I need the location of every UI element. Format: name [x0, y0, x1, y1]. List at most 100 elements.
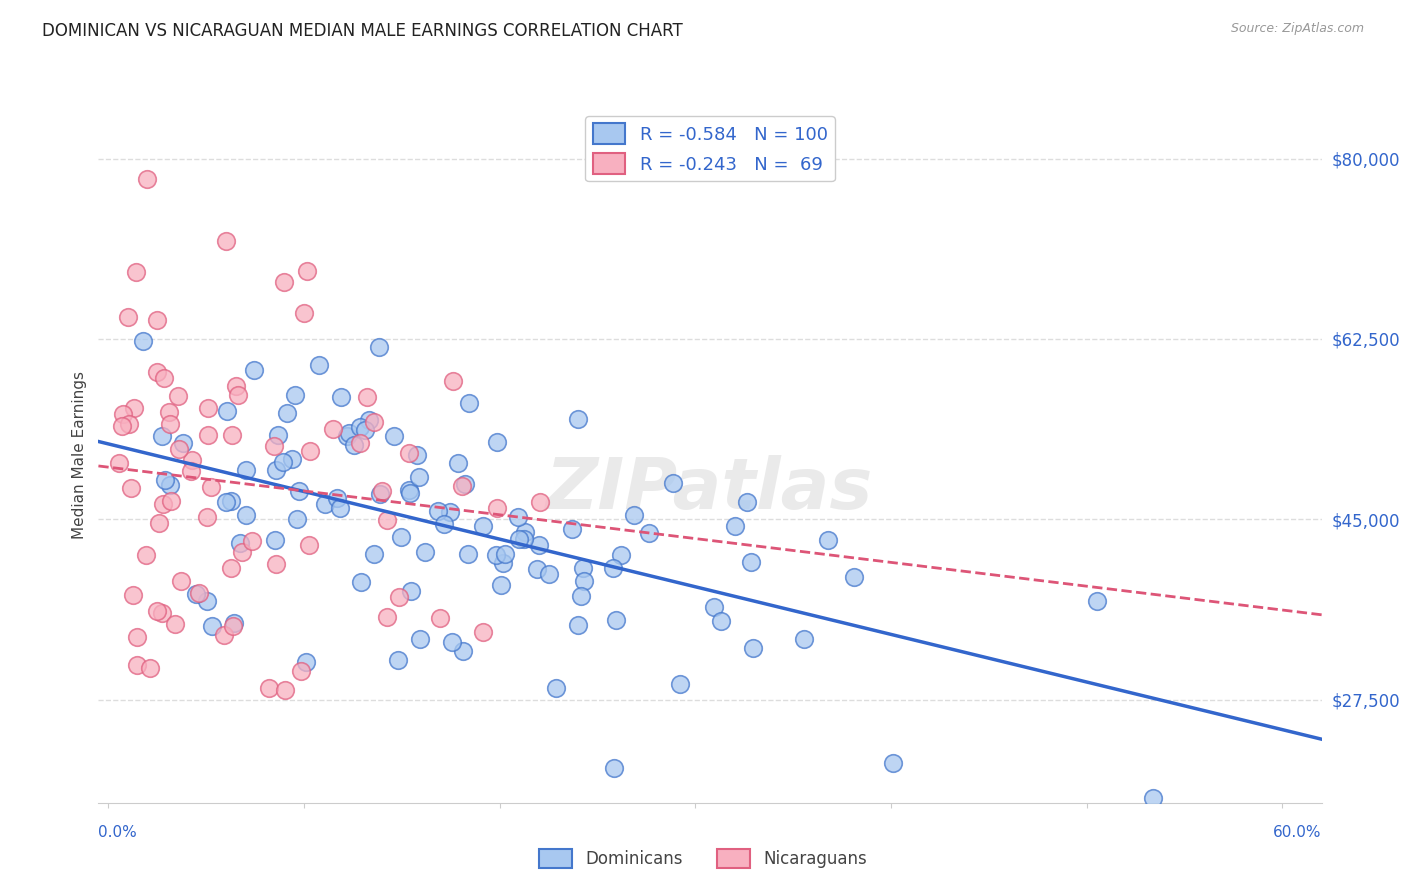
Point: [375, 609, 398, 624]
Point: [603, 761, 626, 775]
Point: [572, 574, 595, 588]
Point: [295, 655, 318, 669]
Point: [741, 640, 763, 655]
Point: [1085, 593, 1108, 607]
Point: [662, 475, 685, 490]
Point: [273, 275, 295, 289]
Point: [527, 538, 550, 552]
Point: [401, 584, 423, 599]
Point: [513, 532, 536, 546]
Point: [569, 589, 592, 603]
Point: [160, 493, 183, 508]
Point: [388, 590, 411, 604]
Point: [195, 594, 218, 608]
Point: [561, 522, 583, 536]
Point: [314, 497, 336, 511]
Point: [170, 574, 193, 588]
Point: [724, 519, 747, 533]
Point: [326, 491, 349, 506]
Point: [429, 611, 451, 625]
Point: [145, 365, 167, 379]
Point: [263, 438, 285, 452]
Y-axis label: Median Male Earnings: Median Male Earnings: [72, 371, 87, 539]
Point: [271, 455, 294, 469]
Point: [146, 604, 169, 618]
Point: [112, 407, 135, 421]
Point: [299, 444, 322, 458]
Point: [197, 401, 219, 415]
Point: [508, 509, 530, 524]
Point: [240, 533, 263, 548]
Point: [709, 614, 731, 628]
Point: [235, 508, 257, 522]
Point: [125, 265, 148, 279]
Point: [145, 313, 167, 327]
Point: [111, 419, 134, 434]
Point: [136, 172, 159, 186]
Point: [486, 501, 509, 516]
Point: [221, 494, 243, 508]
Point: [267, 428, 290, 442]
Point: [572, 561, 595, 575]
Point: [329, 501, 352, 516]
Point: [817, 533, 839, 547]
Point: [125, 630, 148, 644]
Point: [349, 436, 371, 450]
Point: [152, 497, 174, 511]
Point: [172, 435, 194, 450]
Point: [457, 547, 479, 561]
Point: [276, 406, 298, 420]
Point: [494, 548, 516, 562]
Point: [371, 484, 394, 499]
Point: [188, 586, 211, 600]
Point: [221, 619, 243, 633]
Point: [221, 428, 243, 442]
Point: [513, 524, 536, 539]
Point: [337, 425, 360, 440]
Point: [274, 682, 297, 697]
Point: [297, 264, 319, 278]
Point: [201, 619, 224, 633]
Point: [298, 538, 321, 552]
Text: 60.0%: 60.0%: [1274, 825, 1322, 840]
Point: [610, 548, 633, 562]
Point: [163, 617, 186, 632]
Point: [285, 512, 308, 526]
Point: [212, 627, 235, 641]
Point: [153, 370, 176, 384]
Point: [197, 427, 219, 442]
Point: [623, 508, 645, 522]
Point: [122, 588, 145, 602]
Point: [266, 462, 288, 476]
Point: [167, 389, 190, 403]
Point: [264, 533, 287, 547]
Point: [159, 417, 181, 431]
Point: [669, 677, 692, 691]
Point: [602, 561, 624, 575]
Point: [485, 548, 508, 562]
Point: [605, 613, 627, 627]
Point: [264, 557, 287, 571]
Point: [125, 658, 148, 673]
Point: [150, 429, 173, 443]
Text: Source: ZipAtlas.com: Source: ZipAtlas.com: [1230, 22, 1364, 36]
Point: [167, 442, 190, 456]
Point: [139, 661, 162, 675]
Point: [357, 413, 380, 427]
Point: [489, 578, 512, 592]
Point: [441, 374, 464, 388]
Point: [353, 423, 375, 437]
Legend: R = -0.584   N = 100, R = -0.243   N =  69: R = -0.584 N = 100, R = -0.243 N = 69: [585, 116, 835, 181]
Point: [441, 635, 464, 649]
Point: [492, 556, 515, 570]
Point: [214, 234, 236, 248]
Point: [735, 495, 758, 509]
Point: [308, 359, 330, 373]
Point: [222, 615, 245, 630]
Point: [447, 456, 470, 470]
Point: [200, 480, 222, 494]
Point: [356, 390, 378, 404]
Text: 0.0%: 0.0%: [98, 825, 138, 840]
Point: [458, 396, 481, 410]
Point: [408, 470, 430, 484]
